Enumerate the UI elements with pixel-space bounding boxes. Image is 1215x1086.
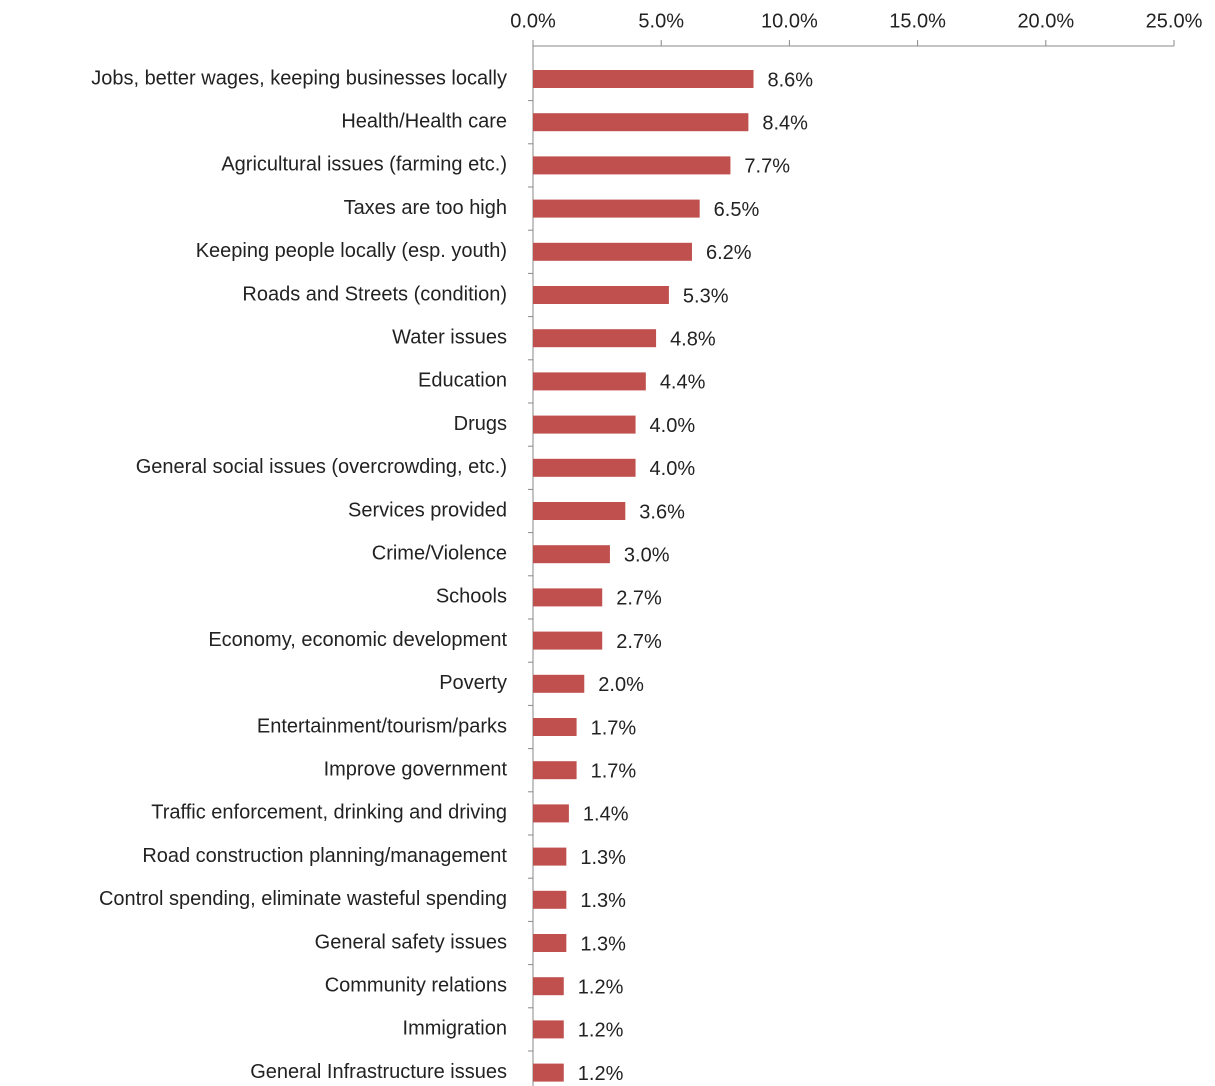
bar — [533, 372, 646, 391]
y-tick-label: Health/Health care — [341, 110, 507, 132]
y-tick-label: Services provided — [348, 499, 507, 521]
bar — [533, 890, 567, 909]
bar — [533, 631, 603, 650]
x-tick-label: 15.0% — [889, 10, 946, 32]
bar — [533, 804, 569, 823]
data-label: 8.4% — [762, 112, 808, 134]
bar — [533, 934, 567, 952]
bar — [533, 761, 577, 780]
data-label: 3.0% — [624, 544, 670, 566]
bar — [533, 286, 669, 304]
y-tick-label: General social issues (overcrowding, etc… — [136, 456, 507, 478]
bar — [533, 1063, 564, 1082]
y-tick-label: Crime/Violence — [372, 542, 507, 564]
data-label: 1.3% — [580, 933, 626, 955]
y-tick-label: Community relations — [325, 974, 507, 996]
bar — [533, 847, 567, 866]
y-tick-label: General Infrastructure issues — [250, 1061, 507, 1083]
bar — [533, 156, 731, 175]
y-tick-label: Taxes are too high — [344, 197, 507, 219]
data-label: 7.7% — [744, 156, 790, 178]
bar — [533, 545, 610, 564]
data-label: 6.5% — [714, 199, 760, 221]
x-tick-label: 25.0% — [1146, 10, 1203, 32]
bar — [533, 199, 700, 218]
data-label: 3.6% — [639, 501, 685, 523]
data-label: 4.4% — [660, 372, 706, 394]
data-label: 1.3% — [580, 847, 626, 869]
data-label: 1.3% — [580, 890, 626, 912]
data-label: 1.7% — [591, 760, 637, 782]
y-tick-label: Poverty — [439, 672, 507, 694]
y-tick-label: Traffic enforcement, drinking and drivin… — [151, 802, 507, 824]
bar — [533, 70, 754, 88]
y-tick-label: Road construction planning/management — [142, 845, 507, 867]
y-tick-label: Economy, economic development — [208, 629, 507, 651]
data-label: 2.7% — [616, 588, 662, 610]
bar — [533, 415, 636, 434]
x-tick-label: 10.0% — [761, 10, 818, 32]
data-label: 1.2% — [578, 1020, 624, 1042]
y-tick-label: Schools — [436, 586, 507, 608]
x-tick-label: 5.0% — [638, 10, 684, 32]
data-label: 1.4% — [583, 804, 629, 826]
bar — [533, 1020, 564, 1039]
data-label: 8.6% — [768, 69, 814, 91]
y-tick-label: Water issues — [392, 326, 507, 348]
bar — [533, 674, 585, 693]
y-tick-label: Control spending, eliminate wasteful spe… — [99, 888, 507, 910]
data-label: 2.0% — [598, 674, 644, 696]
data-label: 5.3% — [683, 285, 729, 307]
bar — [533, 242, 692, 261]
bar — [533, 588, 603, 607]
y-tick-label: Entertainment/tourism/parks — [257, 715, 507, 737]
y-tick-label: Jobs, better wages, keeping businesses l… — [91, 67, 507, 89]
bar — [533, 502, 626, 520]
bar — [533, 458, 636, 477]
bar — [533, 977, 564, 996]
data-label: 2.7% — [616, 631, 662, 653]
y-tick-label: General safety issues — [315, 931, 507, 953]
data-label: 6.2% — [706, 242, 752, 264]
y-tick-label: Keeping people locally (esp. youth) — [196, 240, 507, 262]
data-label: 1.2% — [578, 1063, 624, 1085]
y-tick-label: Roads and Streets (condition) — [242, 283, 507, 305]
y-tick-label: Agricultural issues (farming etc.) — [221, 154, 507, 176]
bar — [533, 718, 577, 736]
data-label: 4.0% — [650, 415, 696, 437]
data-label: 1.2% — [578, 976, 624, 998]
x-tick-label: 20.0% — [1017, 10, 1074, 32]
y-tick-label: Improve government — [324, 758, 508, 780]
bar — [533, 113, 749, 132]
bar — [533, 329, 657, 348]
x-tick-label: 0.0% — [510, 10, 556, 32]
data-label: 1.7% — [591, 717, 637, 739]
y-tick-label: Drugs — [454, 413, 507, 435]
data-label: 4.8% — [670, 328, 716, 350]
data-label: 4.0% — [650, 458, 696, 480]
y-tick-label: Immigration — [403, 1018, 507, 1040]
y-tick-label: Education — [418, 370, 507, 392]
